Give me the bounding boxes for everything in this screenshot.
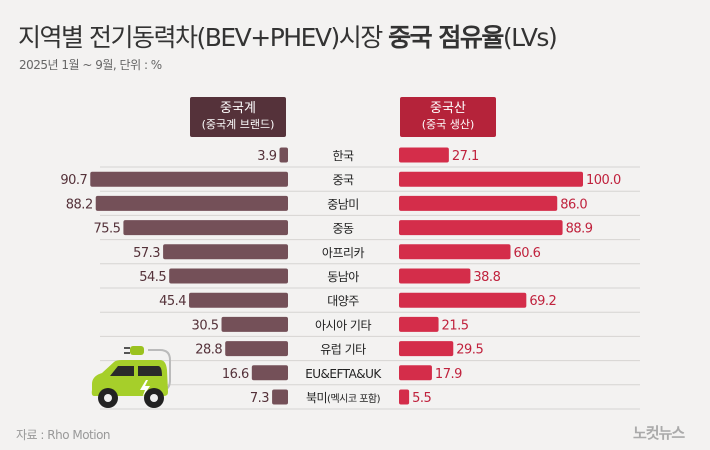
category-label: 아시아 기타 — [315, 318, 371, 332]
bar-china-made — [399, 220, 563, 236]
value-label-china-made: 88.9 — [566, 222, 593, 237]
value-label-chinese-brand: 88.2 — [66, 197, 93, 212]
bar-chinese-brand — [272, 389, 288, 405]
bar-chinese-brand — [90, 171, 288, 187]
bar-chinese-brand — [95, 195, 288, 211]
value-label-china-made: 100.0 — [586, 173, 621, 188]
value-label-china-made: 86.0 — [560, 197, 587, 212]
bar-chinese-brand — [189, 292, 288, 308]
value-label-chinese-brand: 7.3 — [250, 391, 269, 406]
category-label: 유럽 기타 — [320, 343, 366, 357]
value-label-china-made: 21.5 — [442, 318, 469, 333]
value-label-chinese-brand: 75.5 — [93, 222, 120, 237]
bar-chinese-brand — [279, 147, 288, 163]
source-note: 자료 : Rho Motion — [16, 428, 111, 442]
value-label-china-made: 60.6 — [514, 246, 541, 261]
category-label: EU&EFTA&UK — [305, 367, 382, 381]
value-label-chinese-brand: 54.5 — [139, 270, 166, 285]
value-label-china-made: 69.2 — [529, 294, 556, 309]
value-label-chinese-brand: 45.4 — [159, 294, 186, 309]
category-label: 대양주 — [327, 294, 359, 308]
category-label: 한국 — [332, 149, 354, 163]
bar-chinese-brand — [163, 244, 288, 260]
category-label: 동남아 — [327, 270, 359, 284]
value-label-china-made: 29.5 — [456, 343, 483, 358]
title-suffix: (LVs) — [502, 23, 558, 52]
value-label-chinese-brand: 16.6 — [222, 367, 249, 382]
value-label-china-made: 17.9 — [435, 367, 462, 382]
electric-car-icon — [91, 346, 171, 408]
title-part: 지역별 전기동력차(BEV+PHEV)시장 — [18, 23, 389, 52]
legend-chinese-brand: 중국계 (중국계 브랜드) — [190, 97, 286, 137]
value-label-chinese-brand: 57.3 — [133, 246, 160, 261]
legend-sublabel: (중국 생산) — [421, 118, 475, 131]
legend-china-made: 중국산 (중국 생산) — [400, 97, 496, 137]
legend-sublabel: (중국계 브랜드) — [201, 118, 275, 131]
bar-china-made — [399, 195, 558, 211]
category-label: 아프리카 — [322, 246, 365, 260]
bar-china-made — [399, 316, 439, 332]
bar-china-made — [399, 244, 511, 260]
bar-chinese-brand — [169, 268, 288, 284]
publisher-logo: 노컷뉴스 — [633, 424, 685, 442]
value-label-chinese-brand: 3.9 — [257, 149, 276, 164]
bar-china-made — [399, 292, 527, 308]
value-label-china-made: 27.1 — [452, 149, 479, 164]
chart-title: 지역별 전기동력차(BEV+PHEV)시장 중국 점유율(LVs) — [18, 18, 558, 54]
bar-chinese-brand — [123, 220, 288, 236]
bar-china-made — [399, 171, 583, 187]
legend-label: 중국계 — [220, 101, 256, 116]
value-label-china-made: 5.5 — [412, 391, 431, 406]
category-label: 북미(멕시코 포함) — [306, 391, 381, 405]
subtitle: 2025년 1월 ~ 9월, 단위 : % — [19, 58, 162, 72]
bar-chinese-brand — [225, 341, 288, 357]
category-label: 중동 — [332, 222, 354, 236]
legend-label: 중국산 — [430, 101, 466, 116]
bar-china-made — [399, 365, 432, 381]
bar-chinese-brand — [221, 316, 288, 332]
category-label: 중국 — [332, 173, 354, 187]
bar-china-made — [399, 147, 449, 163]
category-label: 중남미 — [327, 197, 359, 211]
bar-china-made — [399, 341, 454, 357]
value-label-chinese-brand: 30.5 — [192, 318, 219, 333]
bar-china-made — [399, 389, 410, 405]
value-label-chinese-brand: 28.8 — [195, 343, 222, 358]
value-label-chinese-brand: 90.7 — [60, 173, 87, 188]
title-bold: 중국 점유율 — [388, 23, 504, 52]
bar-china-made — [399, 268, 471, 284]
bar-chinese-brand — [251, 365, 288, 381]
value-label-china-made: 38.8 — [473, 270, 500, 285]
